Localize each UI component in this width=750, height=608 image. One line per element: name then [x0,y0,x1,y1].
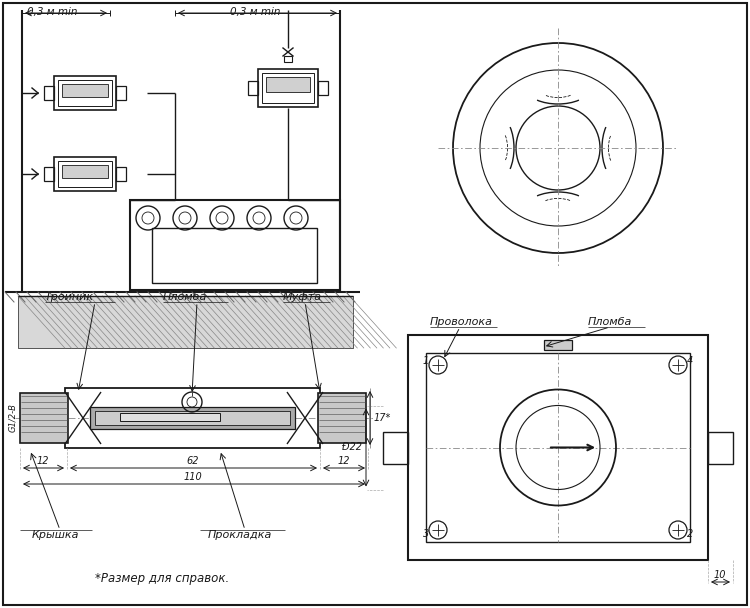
Text: Пломба: Пломба [163,292,207,302]
Bar [544,340,572,350]
Bar [54,157,116,191]
Bar [95,411,290,425]
Bar [44,86,54,100]
Text: Тройник: Тройник [45,292,94,302]
Bar [116,86,126,100]
Bar [44,167,54,181]
Text: 2: 2 [687,529,693,539]
Bar [408,335,708,560]
Bar [62,165,108,178]
Bar [20,393,68,443]
Text: 12: 12 [37,456,50,466]
Bar [248,81,258,95]
Bar [708,432,733,463]
Bar [266,77,310,92]
Bar [262,73,314,103]
Bar [130,200,340,290]
Text: Прокладка: Прокладка [208,530,272,540]
Text: Ð22: Ð22 [342,443,362,452]
Bar [62,84,108,97]
Text: Проволока: Проволока [430,317,493,327]
Bar [284,56,292,62]
Text: 3: 3 [423,529,429,539]
Text: 62: 62 [187,456,200,466]
Text: 4: 4 [687,356,693,366]
Bar [90,407,295,429]
Bar [318,393,366,443]
Bar [58,161,112,187]
Text: G1/2-B: G1/2-B [8,404,17,432]
Bar [116,167,126,181]
Text: 0,3 м min: 0,3 м min [27,7,77,17]
Text: Муфта: Муфта [283,292,322,302]
Text: 10: 10 [714,570,726,580]
Text: 17*: 17* [374,413,392,423]
Text: 0,3 м min: 0,3 м min [230,7,280,17]
Bar [426,353,690,542]
Text: *Размер для справок.: *Размер для справок. [95,572,230,585]
Bar [258,69,318,107]
Bar [18,296,353,348]
Bar [54,76,116,110]
Bar [120,413,220,421]
Bar [383,432,408,463]
Bar [65,388,320,448]
Bar [318,81,328,95]
Text: 110: 110 [184,472,203,482]
Bar [58,80,112,106]
Text: 1: 1 [423,356,429,366]
Text: 12: 12 [338,456,350,466]
Bar [152,228,317,283]
Text: Крышка: Крышка [32,530,79,540]
Text: Пломба: Пломба [588,317,632,327]
